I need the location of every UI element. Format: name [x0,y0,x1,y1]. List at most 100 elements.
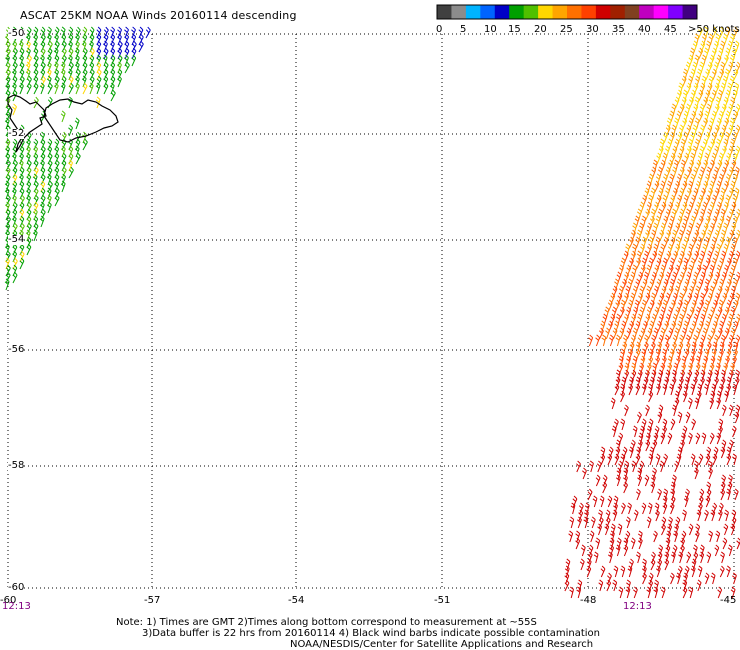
wind-barb [629,341,635,354]
wind-barb [672,145,678,158]
wind-barb [26,26,32,39]
wind-barb [680,369,686,382]
wind-barb [639,362,645,375]
wind-barb [12,201,18,214]
wind-barb [609,334,614,347]
wind-barb [605,327,611,340]
wind-barb [724,285,730,298]
wind-barb [697,348,703,361]
wind-barb [103,75,109,88]
colorbar-swatch [682,5,698,19]
wind-barb [712,502,718,515]
wind-barb [75,26,81,39]
wind-barb [706,376,712,389]
wind-barb [629,558,634,571]
wind-barb [5,47,11,60]
wind-barb [5,145,10,158]
wind-barb [68,33,74,46]
wind-barb [718,383,724,396]
wind-barb [644,250,649,263]
wind-barb [643,376,649,389]
wind-barb [641,257,647,270]
wind-barb [674,96,680,109]
wind-barb [723,362,729,375]
wind-barb [648,572,654,585]
wind-barb [705,215,711,228]
wind-barb [701,54,707,67]
wind-barb [666,250,672,263]
colorbar-swatch [581,5,597,19]
wind-barb [705,89,711,102]
wind-barb [60,82,66,95]
wind-barb [728,404,734,417]
wind-barb [631,369,637,382]
wind-barb [47,26,52,39]
wind-barb [616,467,622,480]
wind-barb [662,418,668,431]
wind-barb [735,369,740,382]
wind-barb [54,75,60,88]
wind-barb [677,152,683,165]
wind-barb [68,145,74,158]
wind-barb [598,327,604,340]
wind-barb [660,362,666,375]
wind-barb [684,565,690,578]
wind-barb [586,565,592,578]
wind-barb [600,453,606,466]
wind-barb [657,551,663,564]
wind-barb [617,292,623,305]
wind-barb [673,362,679,375]
wind-barb [672,369,677,382]
wind-barb [706,446,712,459]
wind-barb [716,117,722,130]
wind-barb [652,467,657,480]
wind-barb [655,348,661,361]
wind-barb [26,201,32,214]
wind-barb [685,411,691,424]
wind-barb [693,551,699,564]
wind-barb [638,292,643,305]
colorbar-swatch [523,5,539,19]
colorbar-swatch [567,5,582,19]
wind-barb [689,285,695,298]
wind-barb [648,348,654,361]
wind-barb [720,376,726,389]
wind-barb [651,334,656,347]
wind-barb [689,159,695,172]
wind-barb [710,355,716,368]
wind-barb [732,453,737,466]
wind-barb [721,439,727,452]
wind-barb [712,131,718,144]
wind-barb [584,509,589,522]
wind-barb [89,75,95,88]
wind-barb [672,334,678,347]
wind-barb [33,26,39,39]
wind-barb [96,47,102,60]
wind-barb [694,397,700,410]
wind-barb [61,173,67,186]
wind-barb [687,432,693,445]
wind-barb [708,33,714,46]
wind-barb [706,551,712,564]
wind-barb [657,558,663,571]
wind-barb [668,306,673,319]
wind-barb [716,432,722,445]
wind-barb [728,334,734,347]
wind-barb [704,572,710,585]
wind-barb [682,390,688,403]
wind-barb [103,26,109,39]
wind-barb [613,418,619,431]
wind-barb [12,271,18,284]
wind-barb [33,68,39,81]
longitude-label: -57 [144,595,161,606]
wind-barb [620,565,626,578]
wind-barb [632,425,638,438]
wind-barb [719,341,725,354]
wind-barb [40,173,46,186]
wind-barb [658,369,664,382]
wind-barb [635,551,641,564]
wind-barb [669,348,675,361]
wind-barb [89,26,95,39]
wind-barb [652,362,658,375]
wind-barb [697,26,703,39]
